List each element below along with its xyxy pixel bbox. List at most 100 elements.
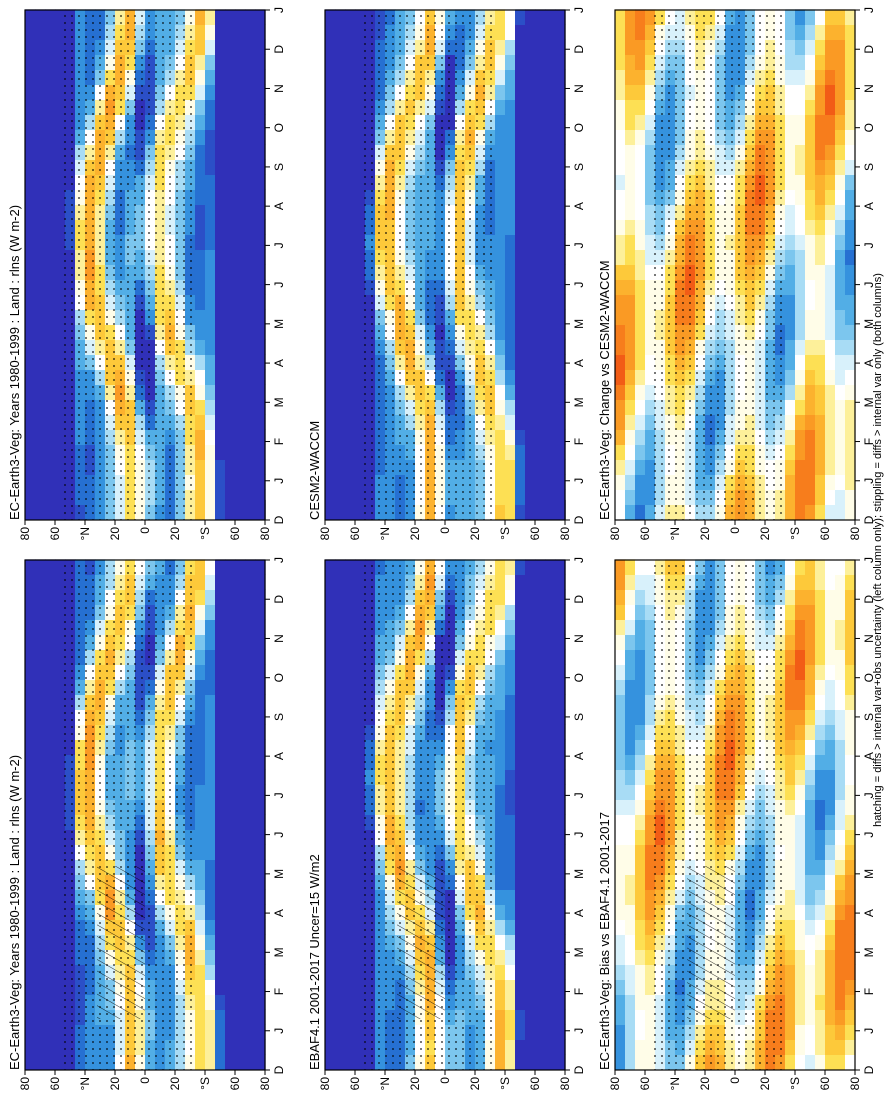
heat-cell: [205, 1054, 216, 1070]
heat-cell: [205, 489, 216, 505]
heat-cell: [325, 559, 336, 575]
heat-cell: [225, 949, 236, 965]
heat-cell: [795, 279, 806, 295]
heat-cell: [495, 279, 506, 295]
heat-cell: [255, 874, 266, 890]
x-tick-label: D: [272, 1065, 286, 1074]
heat-cell: [795, 739, 806, 755]
heat-cell: [525, 294, 536, 310]
heat-cell: [845, 739, 856, 755]
heat-cell: [635, 309, 646, 325]
x-tick-label: S: [272, 163, 286, 171]
heat-cell: [225, 129, 236, 145]
heat-cell: [525, 504, 536, 520]
heat-cell: [825, 1039, 836, 1055]
heat-cell: [545, 844, 556, 860]
heat-cell: [505, 54, 516, 70]
panel-title: EC-Earth3-Veg: Years 1980-1999 : Land : …: [7, 755, 22, 1070]
heat-cell: [35, 114, 46, 130]
heat-cell: [345, 754, 356, 770]
heat-cell: [225, 649, 236, 665]
heat-cell: [825, 859, 836, 875]
x-tick-label: J: [862, 792, 876, 798]
heat-cell: [535, 649, 546, 665]
heat-cell: [845, 874, 856, 890]
heat-cell: [845, 414, 856, 430]
y-tick-label: 20: [408, 1077, 422, 1091]
heat-cell: [25, 634, 36, 650]
heat-cell: [335, 369, 346, 385]
heat-cell: [835, 769, 846, 785]
heat-cell: [545, 24, 556, 40]
heat-cell: [35, 489, 46, 505]
x-tick-label: F: [572, 438, 586, 445]
heat-cell: [515, 664, 526, 680]
heat-cell: [635, 679, 646, 695]
heat-cell: [545, 814, 556, 830]
x-tick-label: S: [572, 713, 586, 721]
heat-cell: [825, 844, 836, 860]
heat-cell: [225, 709, 236, 725]
heat-cell: [205, 904, 216, 920]
heat-cell: [515, 144, 526, 160]
heat-cell: [505, 204, 516, 220]
heat-cell: [795, 204, 806, 220]
heat-cell: [195, 219, 206, 235]
heat-cell: [555, 769, 566, 785]
heat-cell: [325, 309, 336, 325]
heat-cell: [785, 429, 796, 445]
heat-cell: [515, 979, 526, 995]
heat-cell: [545, 339, 556, 355]
heat-cell: [35, 1039, 46, 1055]
heat-cell: [195, 1009, 206, 1025]
heat-cell: [535, 709, 546, 725]
heat-cell: [535, 559, 546, 575]
heat-cell: [845, 429, 856, 445]
heat-cell: [215, 474, 226, 490]
heat-cell: [615, 889, 626, 905]
heat-cell: [515, 829, 526, 845]
heat-cell: [555, 754, 566, 770]
heat-cell: [625, 324, 636, 340]
x-tick-label: J: [272, 7, 286, 13]
heat-cell: [625, 619, 636, 635]
heat-cell: [335, 754, 346, 770]
heat-cell: [555, 69, 566, 85]
heat-cell: [535, 324, 546, 340]
heat-cell: [245, 859, 256, 875]
heat-cell: [195, 679, 206, 695]
heat-cell: [815, 904, 826, 920]
heat-cell: [815, 994, 826, 1010]
heat-cell: [195, 664, 206, 680]
heat-cell: [245, 664, 256, 680]
heat-cell: [795, 249, 806, 265]
heat-cell: [35, 709, 46, 725]
heat-cell: [515, 24, 526, 40]
heat-cell: [525, 619, 536, 635]
heat-cell: [225, 369, 236, 385]
heat-cell: [225, 1009, 236, 1025]
heat-cell: [495, 39, 506, 55]
heat-cell: [325, 634, 336, 650]
heat-cell: [215, 889, 226, 905]
heat-cell: [535, 489, 546, 505]
heat-cell: [825, 249, 836, 265]
heat-cell: [235, 754, 246, 770]
heat-cell: [505, 324, 516, 340]
heat-cell: [505, 949, 516, 965]
heat-cell: [515, 339, 526, 355]
x-tick-label: N: [572, 634, 586, 643]
heat-cell: [335, 429, 346, 445]
heat-cell: [255, 69, 266, 85]
heat-cell: [495, 634, 506, 650]
heat-cell: [335, 414, 346, 430]
heat-cell: [195, 114, 206, 130]
y-tick-label: 20: [468, 1077, 482, 1091]
heat-cell: [225, 339, 236, 355]
heat-cell: [505, 249, 516, 265]
heat-cell: [225, 384, 236, 400]
heat-cell: [35, 1009, 46, 1025]
heat-cell: [25, 949, 36, 965]
heat-cell: [625, 429, 636, 445]
heat-cell: [525, 814, 536, 830]
